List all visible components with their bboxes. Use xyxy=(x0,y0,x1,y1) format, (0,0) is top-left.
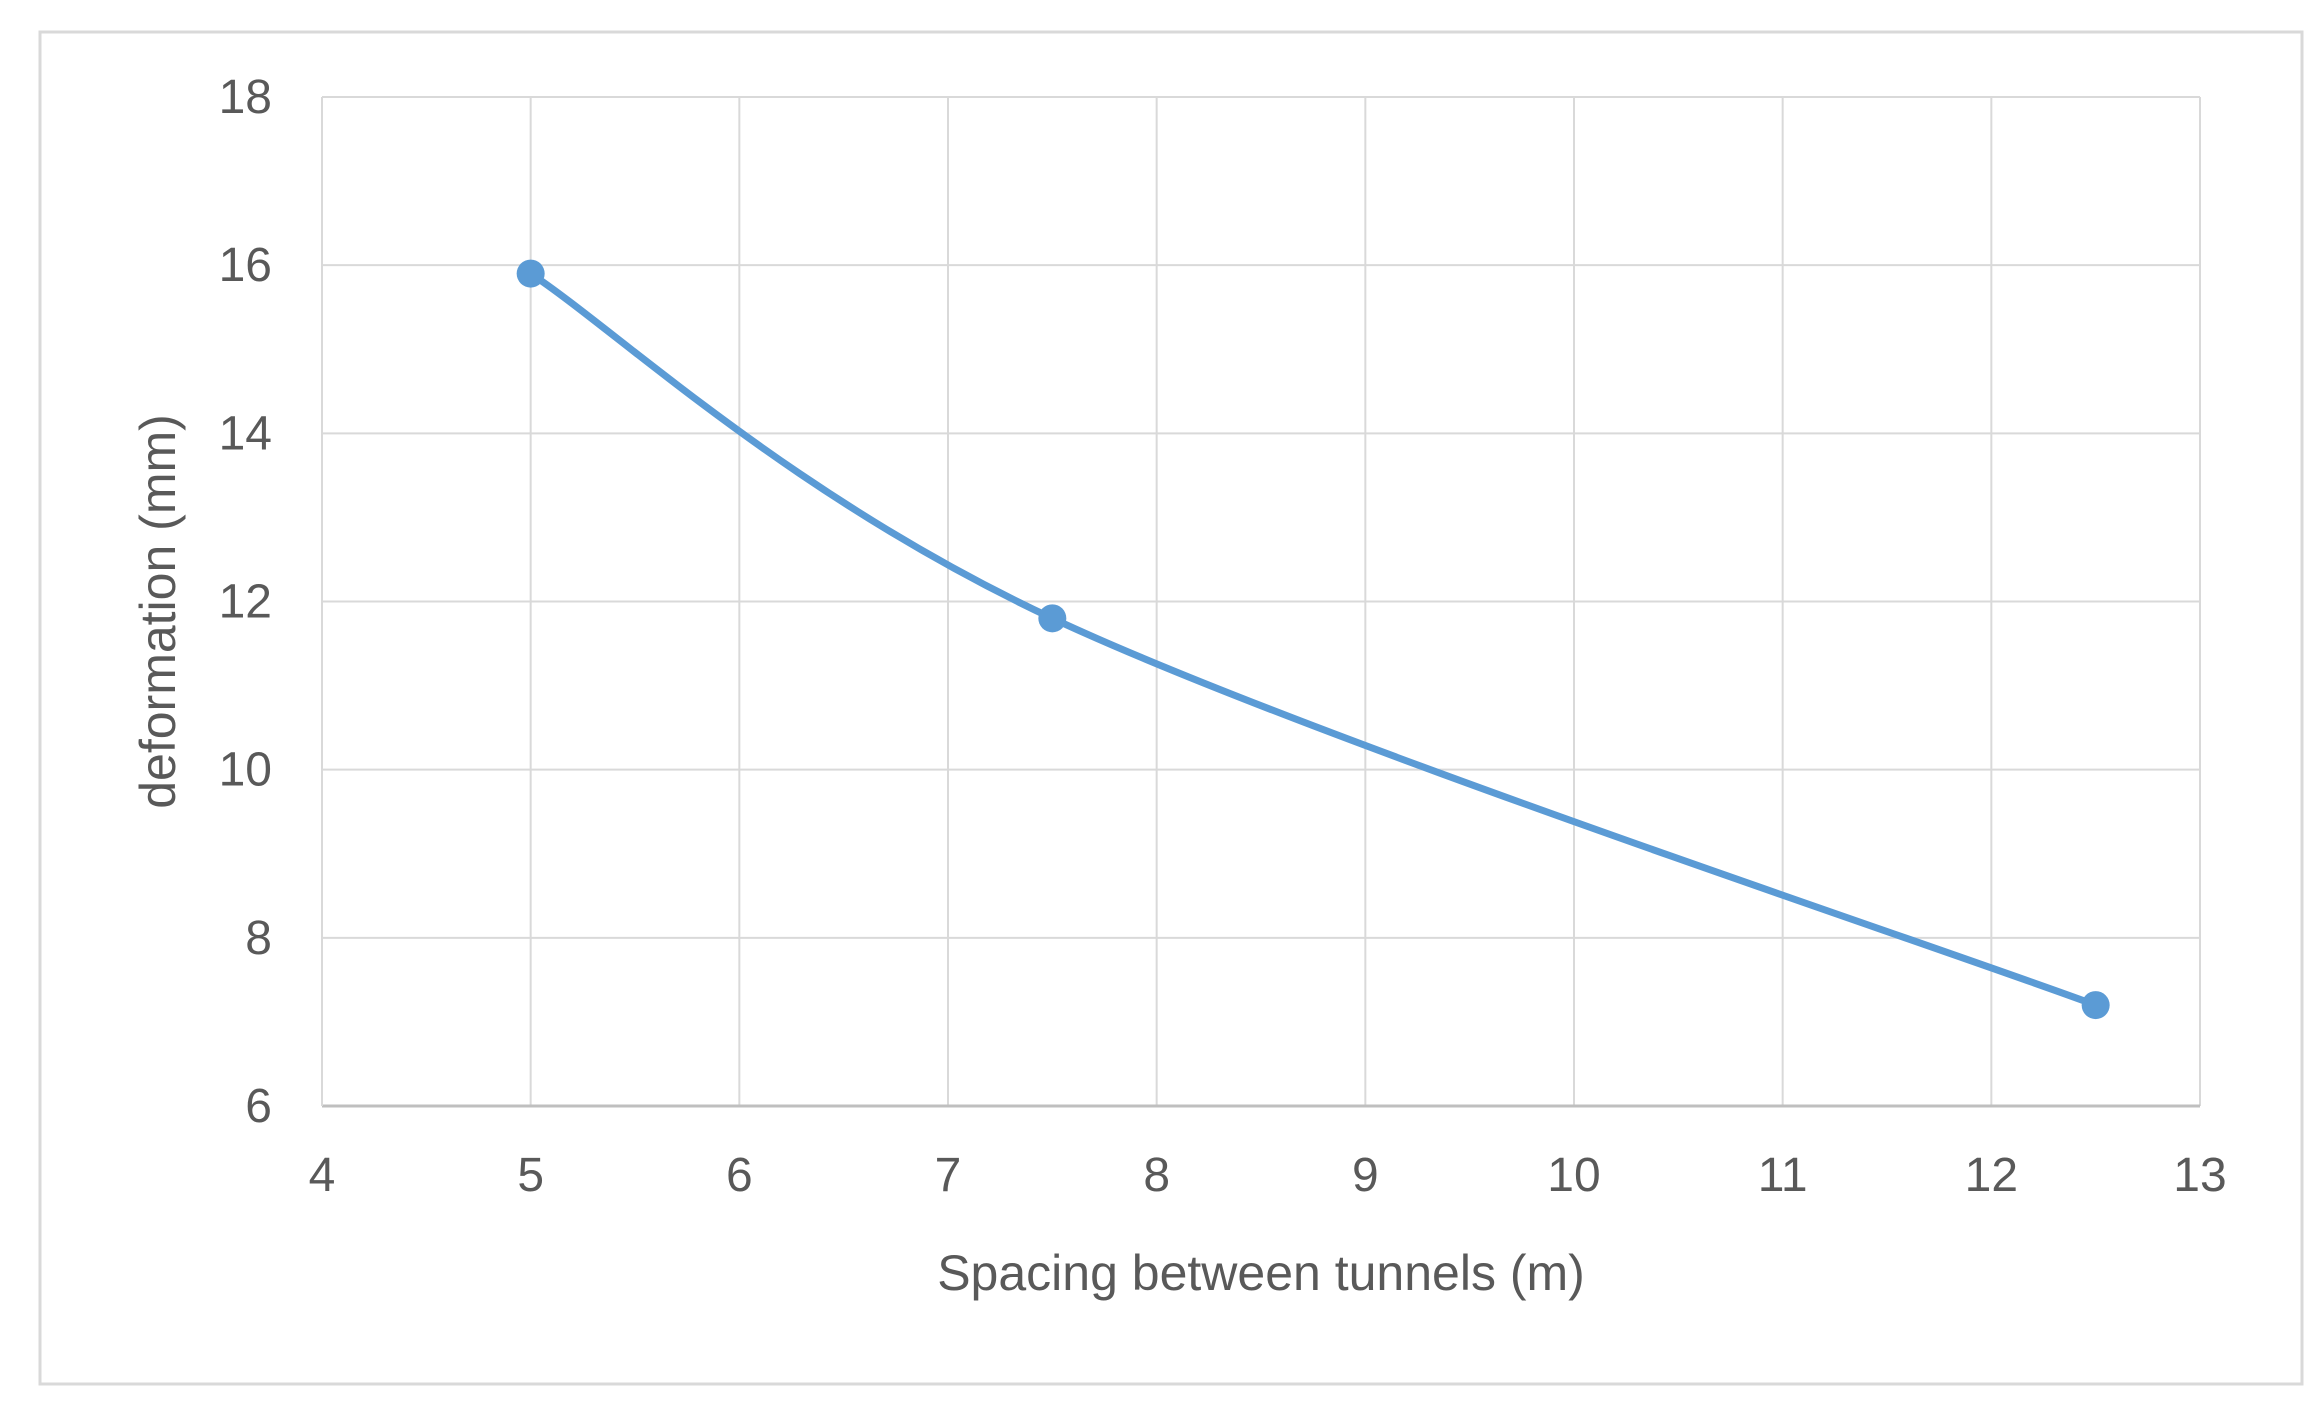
series-line xyxy=(527,270,2100,1009)
gridlines xyxy=(322,96,2201,1106)
y-tick-label: 10 xyxy=(219,744,272,797)
y-tick-label: 6 xyxy=(245,1080,272,1133)
x-tick-label: 5 xyxy=(517,1149,544,1202)
y-axis-title: deformation (mm) xyxy=(130,414,186,809)
x-tick-label: 11 xyxy=(1758,1149,1808,1202)
x-tick-label: 10 xyxy=(1547,1149,1600,1202)
x-tick-label: 6 xyxy=(726,1149,753,1202)
x-axis-title: Spacing between tunnels (m) xyxy=(937,1245,1585,1301)
data-point xyxy=(516,259,545,288)
x-tick-label: 7 xyxy=(935,1149,962,1202)
y-tick-label: 18 xyxy=(219,71,272,124)
x-tick-label: 9 xyxy=(1352,1149,1379,1202)
y-tick-label: 12 xyxy=(219,576,272,629)
x-tick-label: 13 xyxy=(2173,1149,2226,1202)
y-tick-label: 16 xyxy=(219,239,272,292)
x-tick-label: 12 xyxy=(1965,1149,2018,1202)
series-layer xyxy=(516,259,2110,1020)
y-tick-label: 14 xyxy=(219,407,272,460)
x-tick-label: 4 xyxy=(309,1149,336,1202)
axes xyxy=(321,97,2200,1108)
chart-area-border xyxy=(38,30,2304,1386)
data-point xyxy=(1038,604,1067,633)
data-point xyxy=(2081,991,2110,1020)
tick-labels: 4 5 6 7 8 9 10 11 12 13 6 8 10 12 14 16 18 xyxy=(219,71,2227,1202)
x-tick-label: 8 xyxy=(1143,1149,1170,1202)
y-tick-label: 8 xyxy=(245,912,272,965)
